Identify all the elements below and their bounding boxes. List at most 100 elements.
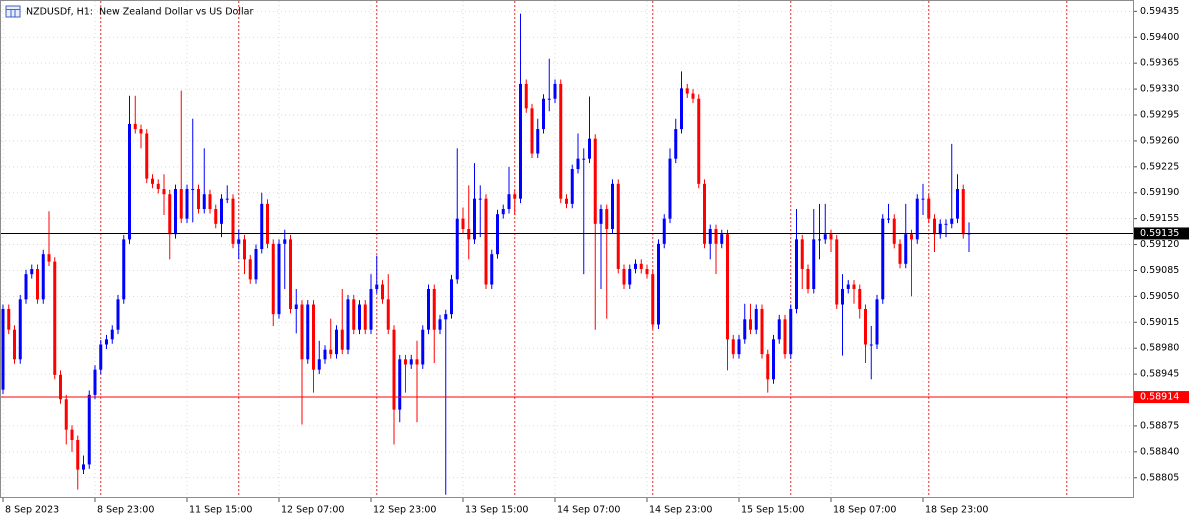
candle-body xyxy=(904,234,908,264)
candle-body xyxy=(634,263,637,269)
candle-body xyxy=(944,223,948,225)
y-tick-label: 0.59260 xyxy=(1140,135,1179,146)
candle-body xyxy=(369,288,373,330)
y-tick-label: 0.58840 xyxy=(1140,446,1179,457)
candle-body xyxy=(927,198,931,219)
candle-body xyxy=(197,189,200,210)
y-tick-label: 0.59120 xyxy=(1140,239,1179,250)
candle-body xyxy=(668,158,672,219)
candle-body xyxy=(248,259,252,280)
candle-body xyxy=(547,98,551,100)
candle-body xyxy=(317,359,321,370)
candle-body xyxy=(829,234,833,240)
candle-body xyxy=(220,198,223,224)
candle-body xyxy=(708,229,712,244)
separator-layer xyxy=(100,1,1068,497)
candle-body xyxy=(191,189,195,191)
candle-body xyxy=(887,218,890,220)
candle-body xyxy=(783,319,787,355)
candle-body xyxy=(237,239,241,244)
candle-body xyxy=(53,261,57,375)
x-tick-label: 8 Sep 2023 xyxy=(5,505,59,516)
candle-body xyxy=(869,344,873,346)
candle-body xyxy=(961,189,965,235)
symbol-icon xyxy=(5,5,21,18)
x-tick-label: 13 Sep 15:00 xyxy=(465,505,528,516)
candle-body xyxy=(754,308,758,330)
candle-body xyxy=(444,314,448,320)
candle-body xyxy=(289,239,292,309)
candle-body xyxy=(392,329,396,410)
candle-body xyxy=(795,239,798,309)
grid-layer xyxy=(1,1,1133,497)
candle-body xyxy=(162,189,166,195)
candle-body xyxy=(490,254,494,285)
candle-body xyxy=(432,288,436,330)
candle-body xyxy=(254,249,258,280)
candle-body xyxy=(306,304,310,360)
price-label: 0.58914 xyxy=(1140,392,1179,403)
candle-body xyxy=(438,319,442,330)
candle-body xyxy=(553,83,557,99)
candle-body xyxy=(450,279,453,315)
axis-layer: 0.59435 0.59400 0.59365 0.59330 0.59295 0.592… xyxy=(1,6,1189,516)
x-tick-label: 14 Sep 23:00 xyxy=(649,505,712,516)
candle-body xyxy=(565,198,568,204)
candle-body xyxy=(524,83,528,109)
plot-border xyxy=(0,0,1134,498)
y-tick-label: 0.59050 xyxy=(1140,291,1179,302)
y-tick-label: 0.58805 xyxy=(1140,472,1179,483)
y-tick-label: 0.59365 xyxy=(1140,58,1179,69)
candle-body xyxy=(82,464,85,470)
candle-body xyxy=(415,359,419,365)
candle-body xyxy=(875,299,879,345)
candle-body xyxy=(128,123,131,240)
candle-body xyxy=(576,158,580,170)
candle-body xyxy=(151,178,154,184)
candle-body xyxy=(323,349,327,360)
candle-body xyxy=(812,239,816,289)
candle-body xyxy=(726,234,729,340)
candle-body xyxy=(122,239,126,300)
candle-body xyxy=(639,263,643,269)
candle-body xyxy=(312,304,315,370)
candle-body xyxy=(294,304,298,309)
candle-body xyxy=(260,203,264,249)
candle-body xyxy=(455,218,459,280)
candle-body xyxy=(645,268,649,275)
candle-body xyxy=(881,218,885,300)
candle-body xyxy=(139,129,143,134)
y-tick-label: 0.59435 xyxy=(1140,6,1179,17)
candle-body xyxy=(777,319,781,340)
price-label: 0.59135 xyxy=(1140,228,1179,239)
candle-body xyxy=(530,108,534,154)
candle-body xyxy=(346,299,350,350)
candle-body xyxy=(467,229,471,240)
candle-body xyxy=(87,394,91,465)
candle-body xyxy=(41,254,45,300)
price-label-box xyxy=(1133,227,1189,240)
candle-body xyxy=(519,83,522,199)
candle-body xyxy=(133,123,137,130)
candle-body xyxy=(507,194,511,210)
candle-body xyxy=(70,429,74,440)
candle-body xyxy=(588,138,591,159)
candle-body xyxy=(806,268,810,289)
y-tick-label: 0.59085 xyxy=(1140,265,1179,276)
candle-body xyxy=(352,299,356,330)
candle-body xyxy=(703,183,706,244)
candle-body xyxy=(680,88,683,130)
candle-body xyxy=(611,183,614,230)
candle-body xyxy=(110,329,114,340)
candle-body xyxy=(398,359,402,410)
price-label-box xyxy=(1133,391,1189,404)
candle-body xyxy=(174,189,177,235)
candle-body xyxy=(185,189,189,219)
candle-body xyxy=(599,209,603,224)
candle-body xyxy=(933,218,936,235)
candle-body xyxy=(542,98,545,130)
candle-body xyxy=(358,304,361,330)
